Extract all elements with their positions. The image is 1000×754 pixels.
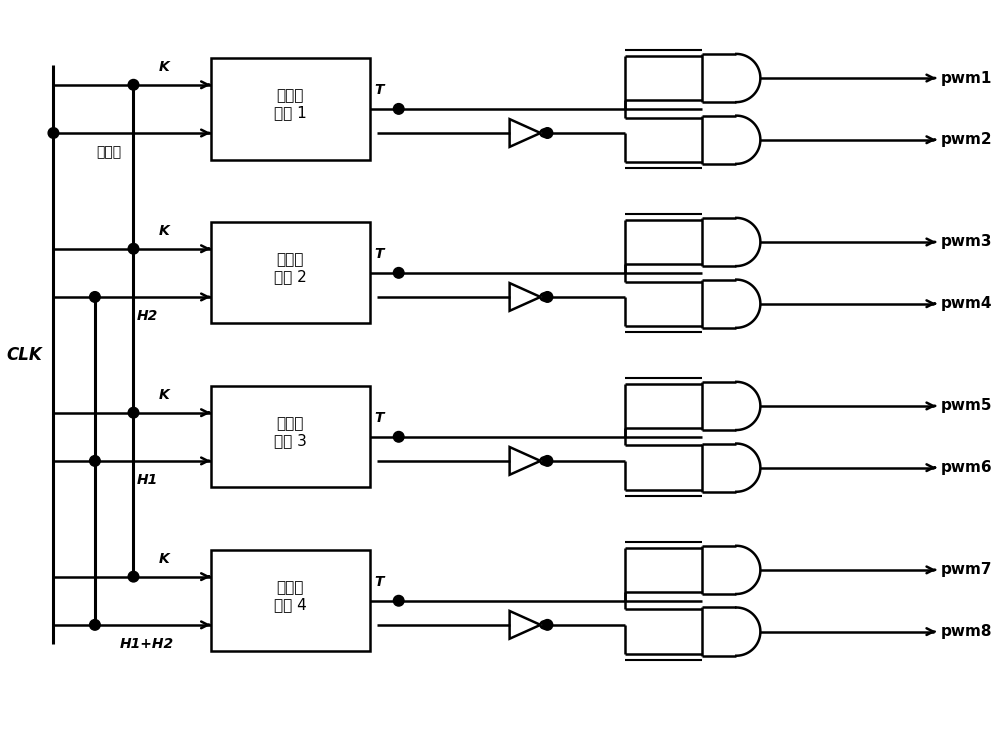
Circle shape [393,596,404,606]
Circle shape [128,79,139,90]
Circle shape [542,620,553,630]
Circle shape [48,127,59,138]
Text: T: T [375,411,384,425]
Text: pwm2: pwm2 [941,132,992,147]
Circle shape [542,455,553,466]
Circle shape [128,407,139,418]
Circle shape [542,292,553,302]
Text: pwm4: pwm4 [941,296,992,311]
Text: pwm7: pwm7 [941,562,992,578]
Text: pwm1: pwm1 [941,71,992,85]
Circle shape [393,431,404,442]
Text: H1: H1 [136,474,158,487]
Text: pwm6: pwm6 [941,460,992,475]
Text: K: K [159,224,170,238]
Bar [211,550,370,651]
Circle shape [90,455,100,466]
Circle shape [540,458,547,464]
Text: T: T [375,575,384,589]
Text: T: T [375,83,384,97]
Circle shape [393,103,404,114]
Text: pwm8: pwm8 [941,624,992,639]
Text: K: K [159,552,170,566]
Text: H1+H2: H1+H2 [120,637,174,651]
Text: 累加寄
存器 1: 累加寄 存器 1 [274,88,307,121]
Bar [211,386,370,487]
Text: 移相量: 移相量 [96,146,121,160]
Circle shape [540,130,547,136]
Text: H2: H2 [136,309,158,323]
Text: K: K [159,60,170,74]
Text: T: T [375,247,384,262]
Text: 累加寄
存器 2: 累加寄 存器 2 [274,252,307,284]
Text: K: K [159,388,170,402]
Circle shape [128,572,139,582]
Circle shape [542,127,553,138]
Circle shape [540,293,547,300]
Text: CLK: CLK [6,346,42,364]
Text: pwm5: pwm5 [941,398,992,413]
Circle shape [128,244,139,254]
Circle shape [540,621,547,628]
Circle shape [393,268,404,278]
Circle shape [90,620,100,630]
Bar [211,222,370,323]
Circle shape [90,292,100,302]
Bar [211,58,370,160]
Text: 累加寄
存器 4: 累加寄 存器 4 [274,580,307,612]
Text: pwm3: pwm3 [941,234,992,250]
Text: 累加寄
存器 3: 累加寄 存器 3 [274,415,307,448]
